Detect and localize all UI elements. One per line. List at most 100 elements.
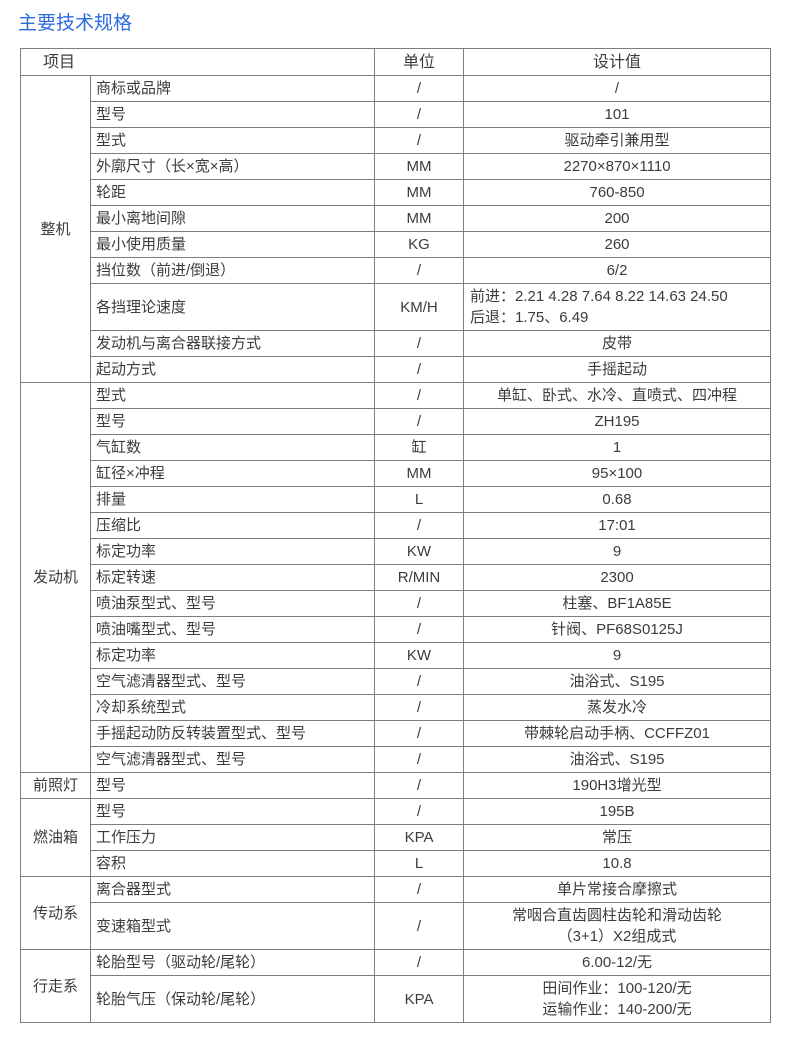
table-row: 标定功率 KW 9 bbox=[21, 538, 772, 565]
spec-item-value: / bbox=[463, 75, 772, 102]
table-row: 变速箱型式 / 常咽合直齿圆柱齿轮和滑动齿轮 （3+1）X2组成式 bbox=[21, 902, 772, 950]
spec-item-name: 轮胎型号（驱动轮/尾轮） bbox=[89, 949, 376, 976]
spec-item-value: 17:01 bbox=[463, 512, 772, 539]
table-row: 燃油箱 型号/195B bbox=[20, 798, 772, 877]
spec-item-name: 外廓尺寸（长×宽×高） bbox=[89, 153, 376, 180]
spec-item-value: 常咽合直齿圆柱齿轮和滑动齿轮 （3+1）X2组成式 bbox=[463, 902, 772, 950]
table-row: 容积 L 10.8 bbox=[21, 850, 772, 877]
table-row: 外廓尺寸（长×宽×高） MM 2270×870×1110 bbox=[21, 153, 772, 180]
spec-item-unit: / bbox=[374, 949, 465, 976]
table-row: 起动方式 / 手摇起动 bbox=[21, 356, 772, 383]
spec-item-unit: / bbox=[374, 668, 465, 695]
spec-item-name: 发动机与离合器联接方式 bbox=[89, 330, 376, 357]
spec-item-name: 气缸数 bbox=[89, 434, 376, 461]
spec-item-unit: / bbox=[374, 772, 465, 799]
spec-item-unit: / bbox=[374, 330, 465, 357]
spec-item-name: 排量 bbox=[89, 486, 376, 513]
table-row: 最小离地间隙 MM 200 bbox=[21, 205, 772, 232]
spec-item-name: 起动方式 bbox=[89, 356, 376, 383]
spec-item-unit: L bbox=[374, 486, 465, 513]
spec-item-unit: / bbox=[374, 512, 465, 539]
table-row: 整机 商标或品牌 / / bbox=[20, 75, 772, 383]
column-header-unit: 单位 bbox=[374, 48, 465, 76]
spec-item-name: 挡位数（前进/倒退） bbox=[89, 257, 376, 284]
spec-item-name: 型式 bbox=[89, 127, 376, 154]
table-row: 型号 / ZH195 bbox=[21, 408, 772, 435]
spec-item-unit: 缸 bbox=[374, 434, 465, 461]
spec-item-value: 单缸、卧式、水冷、直喷式、四冲程 bbox=[463, 382, 772, 409]
table-row: 空气滤清器型式、型号 / 油浴式、S195 bbox=[21, 746, 772, 773]
table-row: 标定功率 KW 9 bbox=[21, 642, 772, 669]
spec-item-name: 空气滤清器型式、型号 bbox=[89, 668, 376, 695]
spec-table: 项目 单位 设计值 整机 商标或品牌 / / 型号/101 型式 / 驱动牵引兼用型 外廓尺寸（… bbox=[19, 48, 772, 1023]
spec-item-unit: / bbox=[374, 75, 465, 102]
table-row: 轮胎气压（保动轮/尾轮） KPA 田间作业：100-120/无 运输作业：140-20… bbox=[21, 975, 772, 1023]
spec-item-name: 各挡理论速度 bbox=[89, 283, 376, 331]
table-row: 手摇起动防反转装置型式、型号 / 带棘轮启动手柄、CCFFZ01 bbox=[21, 720, 772, 747]
spec-item-unit: KG bbox=[374, 231, 465, 258]
spec-item-unit: / bbox=[374, 127, 465, 154]
spec-item-name: 离合器型式 bbox=[89, 876, 376, 903]
spec-item-unit: / bbox=[374, 101, 465, 128]
spec-item-value: 1 bbox=[463, 434, 772, 461]
spec-item-unit: / bbox=[374, 356, 465, 383]
spec-item-value: 6.00-12/无 bbox=[463, 949, 772, 976]
spec-item-value: 9 bbox=[463, 538, 772, 565]
spec-item-value: ZH195 bbox=[463, 408, 772, 435]
spec-item-name: 标定功率 bbox=[89, 538, 376, 565]
spec-item-unit: / bbox=[374, 746, 465, 773]
table-row: 前照灯 型号/190H3增光型 bbox=[20, 772, 772, 799]
spec-item-value: 6/2 bbox=[463, 257, 772, 284]
spec-item-value: 带棘轮启动手柄、CCFFZ01 bbox=[463, 720, 772, 747]
table-row: 发动机 型式 / 单缸、卧式、水冷、直喷式、四冲程 bbox=[20, 382, 772, 773]
spec-item-value: 常压 bbox=[463, 824, 772, 851]
spec-item-value: 蒸发水冷 bbox=[463, 694, 772, 721]
column-header-value: 设计值 bbox=[463, 48, 772, 76]
table-row: 工作压力 KPA 常压 bbox=[21, 824, 772, 851]
spec-item-name: 最小离地间隙 bbox=[89, 205, 376, 232]
spec-item-value: 针阀、PF68S0125J bbox=[463, 616, 772, 643]
spec-item-unit: / bbox=[374, 408, 465, 435]
spec-item-name: 压缩比 bbox=[89, 512, 376, 539]
spec-item-unit: / bbox=[374, 798, 465, 825]
spec-item-value: 9 bbox=[463, 642, 772, 669]
spec-item-value: 皮带 bbox=[463, 330, 772, 357]
spec-item-name: 变速箱型式 bbox=[89, 902, 376, 950]
spec-item-name: 缸径×冲程 bbox=[89, 460, 376, 487]
spec-item-name: 容积 bbox=[89, 850, 376, 877]
spec-item-name: 工作压力 bbox=[89, 824, 376, 851]
spec-item-value: 10.8 bbox=[463, 850, 772, 877]
spec-item-name: 空气滤清器型式、型号 bbox=[89, 746, 376, 773]
spec-item-unit: KPA bbox=[374, 975, 465, 1023]
spec-item-name: 轮胎气压（保动轮/尾轮） bbox=[89, 975, 376, 1023]
spec-item-unit: KW bbox=[374, 538, 465, 565]
column-header-item: 项目 bbox=[19, 48, 376, 76]
spec-item-value: 190H3增光型 bbox=[463, 772, 772, 799]
spec-item-name: 型号 bbox=[89, 772, 376, 799]
spec-item-value: 驱动牵引兼用型 bbox=[463, 127, 772, 154]
group-label-engine: 发动机 bbox=[20, 382, 91, 773]
table-row: 缸径×冲程 MM 95×100 bbox=[21, 460, 772, 487]
spec-item-name: 型号 bbox=[89, 798, 376, 825]
table-row: 各挡理论速度 KM/H 前进：2.21 4.28 7.64 8.22 14.63 2… bbox=[21, 283, 772, 331]
spec-item-unit: / bbox=[374, 590, 465, 617]
spec-item-name: 喷油泵型式、型号 bbox=[89, 590, 376, 617]
table-row: 喷油嘴型式、型号 / 针阀、PF68S0125J bbox=[21, 616, 772, 643]
spec-item-unit: MM bbox=[374, 153, 465, 180]
spec-item-name: 喷油嘴型式、型号 bbox=[89, 616, 376, 643]
table-row: 挡位数（前进/倒退）/6/2 bbox=[21, 257, 772, 284]
spec-item-value: 95×100 bbox=[463, 460, 772, 487]
spec-item-value: 0.68 bbox=[463, 486, 772, 513]
table-row: 型号/101 bbox=[21, 101, 772, 128]
table-row: 发动机与离合器联接方式 / 皮带 bbox=[21, 330, 772, 357]
spec-item-name: 手摇起动防反转装置型式、型号 bbox=[89, 720, 376, 747]
spec-item-name: 最小使用质量 bbox=[89, 231, 376, 258]
spec-item-name: 型式 bbox=[89, 382, 376, 409]
spec-item-value: 田间作业：100-120/无 运输作业：140-200/无 bbox=[463, 975, 772, 1023]
spec-item-unit: KW bbox=[374, 642, 465, 669]
table-row: 轮距 MM 760-850 bbox=[21, 179, 772, 206]
table-row: 型式 / 驱动牵引兼用型 bbox=[21, 127, 772, 154]
spec-item-value: 200 bbox=[463, 205, 772, 232]
spec-item-name: 轮距 bbox=[89, 179, 376, 206]
spec-item-value: 195B bbox=[463, 798, 772, 825]
